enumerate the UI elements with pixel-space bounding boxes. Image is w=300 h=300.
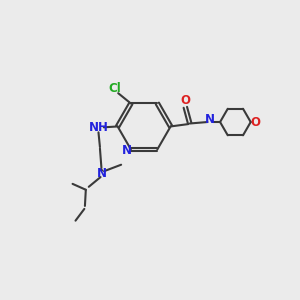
Text: N: N bbox=[97, 167, 107, 180]
Text: N: N bbox=[206, 112, 215, 126]
Text: N: N bbox=[122, 144, 132, 158]
Text: O: O bbox=[251, 116, 261, 128]
Text: NH: NH bbox=[88, 122, 108, 134]
Text: O: O bbox=[180, 94, 190, 107]
Text: Cl: Cl bbox=[108, 82, 121, 95]
